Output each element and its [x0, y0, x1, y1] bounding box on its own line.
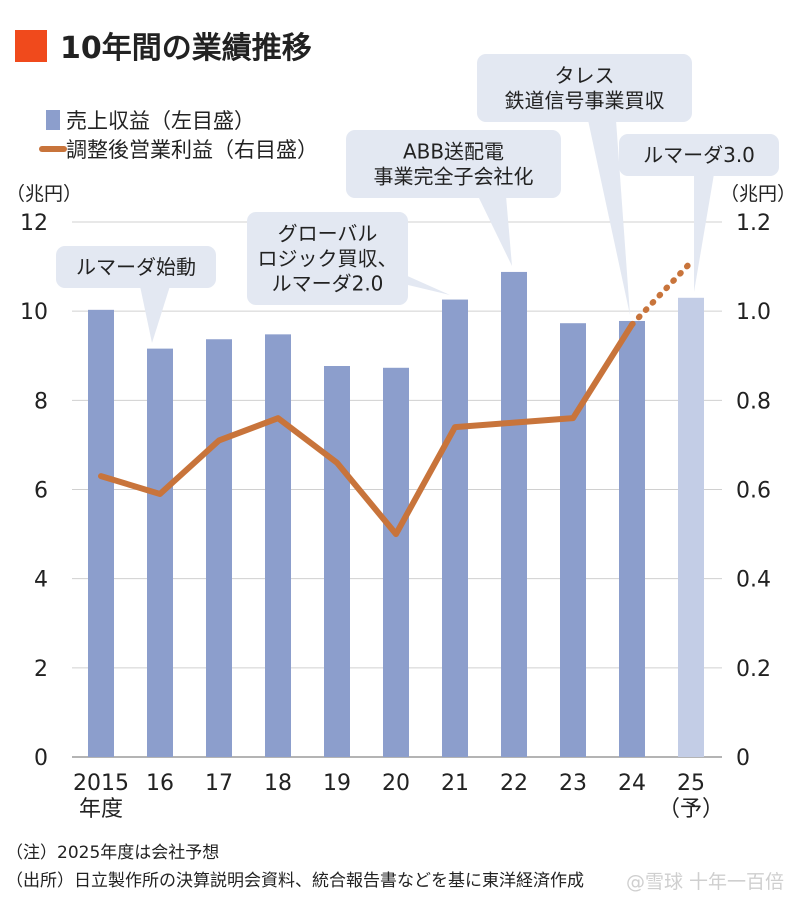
right-tick-label: 0.8	[736, 389, 771, 414]
bar-25	[678, 297, 704, 757]
bar-18	[265, 334, 291, 757]
x-tick-label: 21	[441, 771, 469, 796]
left-tick-label: 8	[34, 389, 48, 414]
callout-text: ABB送配電	[403, 140, 504, 164]
bar-17	[206, 339, 232, 757]
right-axis-unit: （兆円）	[720, 183, 796, 205]
bar-20	[383, 367, 409, 757]
x-tick-label: 2015	[73, 771, 129, 796]
callout-box	[477, 54, 692, 122]
bar-24	[619, 320, 645, 757]
x-tick-label: 19	[323, 771, 351, 796]
bar-2015	[88, 309, 114, 757]
x-tick-label: 17	[205, 771, 233, 796]
x-tick-label: 16	[146, 771, 174, 796]
callout-pointer	[694, 174, 714, 292]
callout-text: 事業完全子会社化	[374, 165, 534, 189]
annotation-callout: ルマーダ3.0	[619, 134, 779, 292]
callout-text: ルマーダ2.0	[272, 272, 384, 296]
left-tick-label: 6	[34, 479, 48, 504]
callout-box	[247, 212, 408, 305]
x-tick-sublabel: （予）	[658, 797, 724, 822]
watermark-text: @雪球 十年一百倍	[626, 871, 784, 893]
left-tick-label: 12	[20, 211, 48, 236]
line-series	[98, 259, 694, 538]
callout-text: タレス	[555, 64, 615, 88]
annotation-callout: ルマーダ始動	[56, 246, 216, 343]
note-source: （出所）日立製作所の決算説明会資料、統合報告書などを基に東洋経済作成	[6, 871, 584, 891]
x-tick-label: 18	[264, 771, 292, 796]
right-tick-label: 1.2	[736, 211, 771, 236]
callout-pointer	[478, 196, 512, 266]
callout-text: 鉄道信号事業買収	[505, 89, 665, 113]
callout-pointer	[140, 286, 170, 343]
callout-box	[619, 134, 779, 176]
callout-text: ルマーダ始動	[76, 255, 196, 279]
right-tick-label: 0.4	[736, 568, 771, 593]
bar-21	[442, 299, 468, 757]
legend-bar-label: 売上収益（左目盛）	[66, 109, 255, 133]
chart-title: 10年間の業績推移	[60, 31, 312, 66]
left-axis-unit: （兆円）	[6, 183, 82, 205]
bar-23	[560, 323, 586, 757]
right-tick-label: 0.2	[736, 657, 771, 682]
left-tick-label: 0	[34, 746, 48, 771]
left-tick-label: 10	[20, 300, 48, 325]
bar-19	[324, 366, 350, 757]
bar-series	[88, 271, 704, 757]
right-tick-label: 1.0	[736, 300, 771, 325]
left-tick-label: 4	[34, 568, 48, 593]
note-forecast: （注）2025年度は会社予想	[6, 843, 219, 863]
callout-box	[346, 130, 561, 198]
x-tick-label: 23	[559, 771, 587, 796]
callout-text: ルマーダ3.0	[643, 143, 755, 167]
profit-forecast-line	[629, 259, 694, 328]
right-tick-label: 0.6	[736, 479, 771, 504]
x-tick-label: 24	[618, 771, 646, 796]
callout-text: グローバル	[278, 222, 378, 246]
x-tick-label: 25	[677, 771, 705, 796]
x-tick-label: 22	[500, 771, 528, 796]
callout-box	[56, 246, 216, 288]
legend-bar-swatch	[46, 110, 60, 130]
bar-16	[147, 348, 173, 757]
annotations: ルマーダ始動グローバルロジック買収、ルマーダ2.0ABB送配電事業完全子会社化タ…	[56, 54, 779, 343]
x-tick-sublabel: 年度	[79, 797, 123, 822]
profit-line	[98, 321, 635, 538]
callout-text: ロジック買収、	[258, 247, 398, 271]
left-tick-label: 2	[34, 657, 48, 682]
x-tick-label: 20	[382, 771, 410, 796]
title-marker	[15, 30, 47, 62]
bar-22	[501, 271, 527, 757]
right-tick-label: 0	[736, 746, 750, 771]
legend-line-label: 調整後営業利益（右目盛）	[66, 138, 318, 162]
